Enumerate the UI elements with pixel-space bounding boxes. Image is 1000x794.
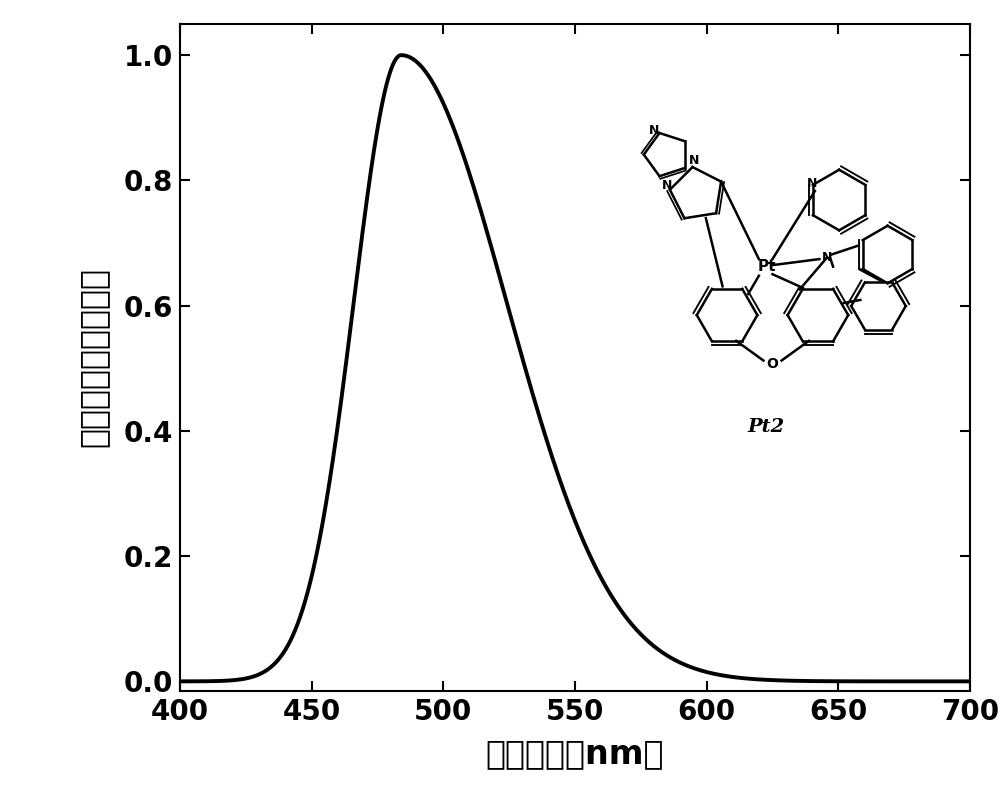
X-axis label: 发光波长（nm）: 发光波长（nm） xyxy=(486,737,664,770)
Y-axis label: 已归一化的发光强度: 已归一化的发光强度 xyxy=(77,268,110,447)
